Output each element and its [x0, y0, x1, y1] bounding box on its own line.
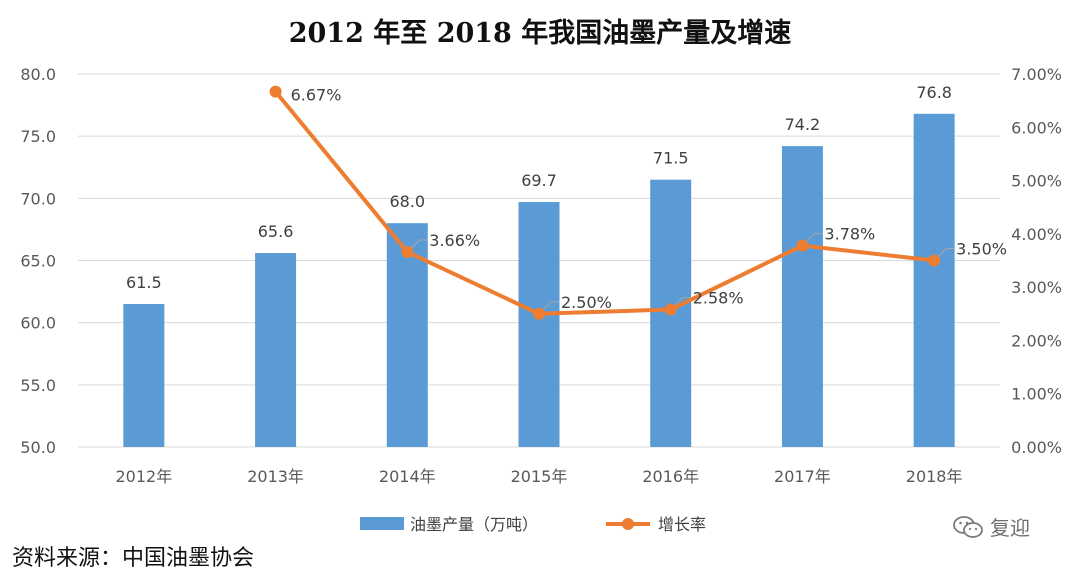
- line-data-label: 3.66%: [429, 231, 480, 250]
- x-tick-label: 2012年: [115, 467, 172, 486]
- leader-line: [410, 239, 428, 249]
- x-tick-label: 2013年: [247, 467, 304, 486]
- x-tick-label: 2018年: [906, 467, 963, 486]
- line-point: [928, 254, 941, 267]
- growth-rate-line: [274, 90, 935, 316]
- left-tick-label: 80.0: [20, 65, 56, 84]
- line-series: 6.67% 3.66% 2.50% 2.58% 3.78% 3.50%: [269, 85, 1007, 320]
- bar-series: 61.5 65.6 68.0 69.7 71.5 74.2 76.8: [123, 83, 955, 447]
- line-point: [664, 303, 677, 316]
- bar-data-label: 65.6: [258, 222, 294, 241]
- legend: 油墨产量（万吨） 增长率: [360, 515, 706, 534]
- right-tick-label: 0.00%: [1011, 438, 1062, 457]
- legend-line-marker: [622, 518, 634, 530]
- leader-line: [937, 248, 955, 257]
- left-tick-label: 70.0: [20, 189, 56, 208]
- line-data-label: 3.50%: [956, 240, 1007, 259]
- right-tick-label: 2.00%: [1011, 331, 1062, 350]
- x-tick-label: 2015年: [511, 467, 568, 486]
- right-tick-label: 6.00%: [1011, 118, 1062, 137]
- bar-data-label: 76.8: [916, 83, 952, 102]
- leader-line: [674, 297, 691, 306]
- bar-data-label: 68.0: [389, 192, 425, 211]
- line-data-label: 2.50%: [561, 293, 612, 312]
- x-tick-label: 2014年: [379, 467, 436, 486]
- line-point: [533, 307, 545, 320]
- bar-data-label: 61.5: [126, 273, 162, 292]
- right-tick-label: 1.00%: [1011, 385, 1062, 404]
- right-tick-label: 7.00%: [1011, 65, 1062, 84]
- x-tick-label: 2016年: [642, 467, 699, 486]
- line-point: [796, 239, 809, 252]
- right-tick-label: 4.00%: [1011, 225, 1062, 244]
- watermark-text: 复迎: [990, 516, 1030, 540]
- bar-data-label: 74.2: [785, 115, 821, 134]
- left-tick-label: 65.0: [20, 252, 56, 271]
- right-tick-label: 5.00%: [1011, 172, 1062, 191]
- x-axis: 2012年 2013年 2014年 2015年 2016年 2017年 2018年: [115, 467, 962, 486]
- bar-data-label: 71.5: [653, 149, 689, 168]
- right-tick-label: 3.00%: [1011, 278, 1062, 297]
- line-data-label: 3.78%: [824, 225, 875, 244]
- line-data-label: 2.58%: [693, 289, 744, 308]
- right-y-axis: 0.00% 1.00% 2.00% 3.00% 4.00% 5.00% 6.00% 7.00%: [1011, 65, 1062, 457]
- x-tick-label: 2017年: [774, 467, 831, 486]
- legend-bar-swatch: [360, 517, 404, 530]
- left-tick-label: 55.0: [20, 376, 56, 395]
- bar: [518, 202, 560, 447]
- chart-title: 2012 年至 2018 年我国油墨产量及增速: [289, 17, 792, 49]
- left-tick-label: 50.0: [20, 438, 56, 457]
- bar: [781, 146, 823, 447]
- line-point: [401, 245, 414, 258]
- line-data-label: 6.67%: [291, 86, 342, 105]
- left-y-axis: 50.0 55.0 60.0 65.0 70.0 75.0 80.0: [20, 65, 56, 457]
- line-point: [269, 85, 282, 98]
- left-tick-label: 60.0: [20, 314, 56, 333]
- leader-line: [806, 233, 823, 242]
- bar: [913, 113, 955, 447]
- wechat-icon: [953, 515, 983, 538]
- legend-bar-label: 油墨产量（万吨）: [410, 515, 538, 534]
- left-tick-label: 75.0: [20, 127, 56, 146]
- leader-line: [542, 301, 559, 311]
- watermark: 复迎: [952, 512, 1030, 541]
- legend-line-label: 增长率: [658, 515, 706, 534]
- bar-data-label: 69.7: [521, 171, 557, 190]
- bar: [255, 253, 297, 447]
- bar: [123, 304, 165, 447]
- source-note: 资料来源：中国油墨协会: [12, 546, 255, 571]
